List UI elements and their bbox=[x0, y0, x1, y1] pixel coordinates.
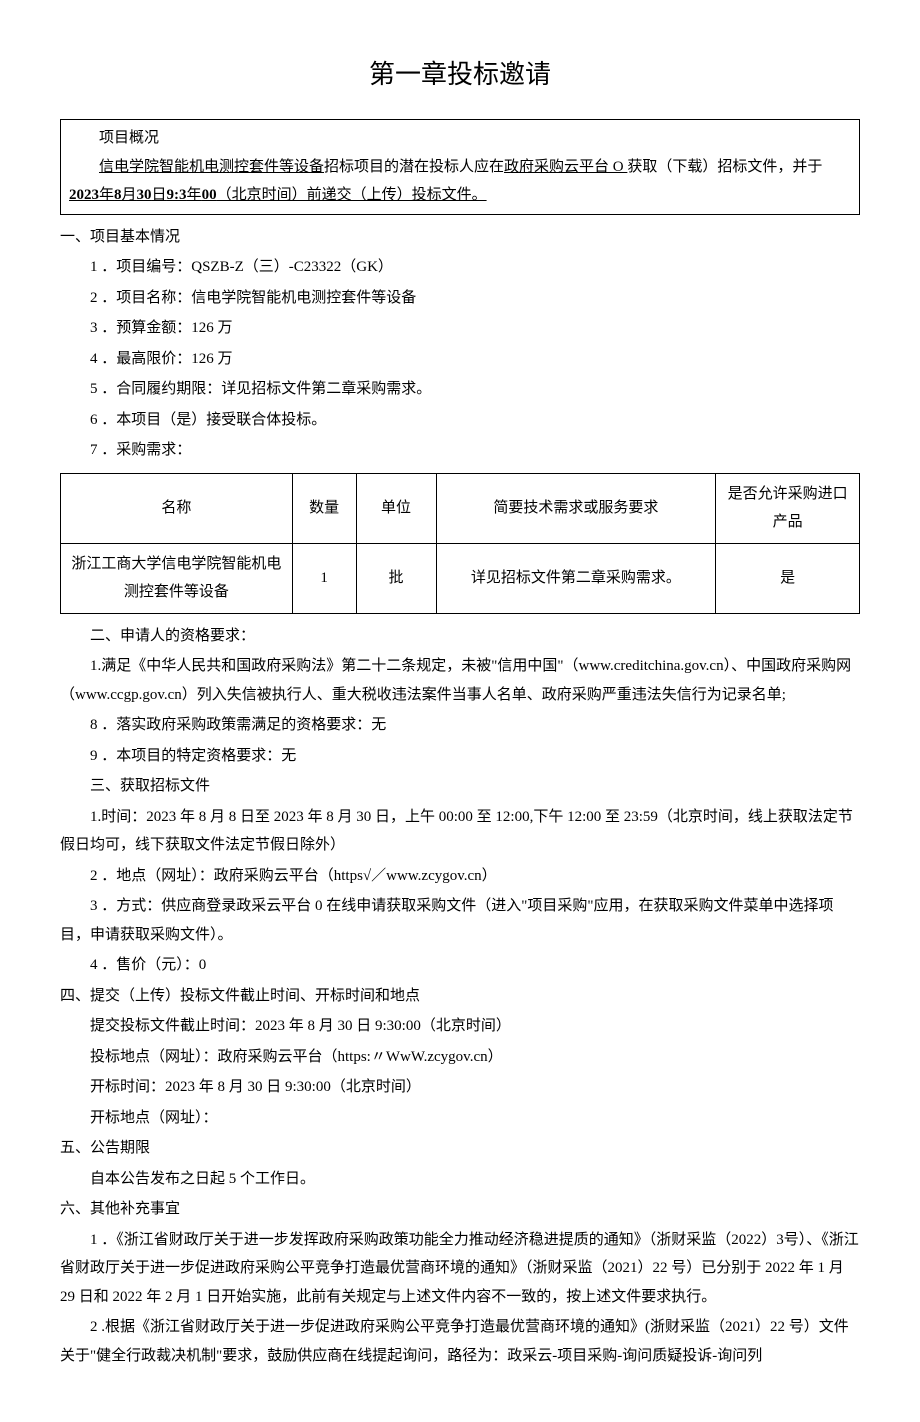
section6-heading: 六、其他补充事宜 bbox=[60, 1195, 860, 1224]
th-req: 简要技术需求或服务要求 bbox=[436, 473, 716, 543]
deadline-month: 8 bbox=[114, 187, 122, 203]
td-import: 是 bbox=[716, 543, 860, 613]
s4-line2: 投标地点（网址）：政府采购云平台（https:〃WwW.zcygov.cn） bbox=[60, 1043, 860, 1072]
overview-text: 信电学院智能机电测控套件等设备招标项目的潜在投标人应在政府采购云平台 O 获取（… bbox=[69, 153, 851, 210]
s6-item2: 2 .根据《浙江省财政厅关于进一步促进政府采购公平竞争打造最优营商环境的通知》(… bbox=[60, 1313, 860, 1370]
th-qty: 数量 bbox=[292, 473, 356, 543]
s3-item3: 3 ．方式：供应商登录政采云平台 0 在线申请获取采购文件（进入"项目采购"应用… bbox=[60, 892, 860, 949]
time-label: 年 bbox=[187, 187, 202, 203]
month-label: 月 bbox=[122, 187, 137, 203]
deadline-time: 9:3 bbox=[167, 187, 187, 203]
s3-item1: 1.时间：2023 年 8 月 8 日至 2023 年 8 月 30 日，上午 … bbox=[60, 803, 860, 860]
s3-item4: 4 ．售价（元）：0 bbox=[60, 951, 860, 980]
day-label: 日 bbox=[152, 187, 167, 203]
th-import: 是否允许采购进口产品 bbox=[716, 473, 860, 543]
td-qty: 1 bbox=[292, 543, 356, 613]
section3-heading: 三、获取招标文件 bbox=[60, 772, 860, 801]
s1-item7: 7 ．采购需求： bbox=[60, 436, 860, 465]
chapter-title: 第一章投标邀请 bbox=[60, 50, 860, 99]
project-name-underline: 信电学院智能机电测控套件等设备 bbox=[99, 159, 324, 175]
deadline-tz: （北京时间）前递交（上传）投标文件。 bbox=[217, 187, 487, 203]
s1-item1: 1 ．项目编号：QSZB-Z（三）-C23322（GK） bbox=[60, 253, 860, 282]
s4-line4: 开标地点（网址）： bbox=[60, 1104, 860, 1133]
s5-line1: 自本公告发布之日起 5 个工作日。 bbox=[60, 1165, 860, 1194]
s2-item8: 8 ．落实政府采购政策需满足的资格要求：无 bbox=[60, 711, 860, 740]
deadline-day: 30 bbox=[137, 187, 152, 203]
table-row: 浙江工商大学信电学院智能机电测控套件等设备 1 批 详见招标文件第二章采购需求。… bbox=[61, 543, 860, 613]
td-name: 浙江工商大学信电学院智能机电测控套件等设备 bbox=[61, 543, 293, 613]
s1-item4: 4 ．最高限价：126 万 bbox=[60, 345, 860, 374]
s4-line3: 开标时间：2023 年 8 月 30 日 9:30:00（北京时间） bbox=[60, 1073, 860, 1102]
s4-line1: 提交投标文件截止时间：2023 年 8 月 30 日 9:30:00（北京时间） bbox=[60, 1012, 860, 1041]
section2-heading: 二、申请人的资格要求： bbox=[60, 622, 860, 651]
s6-item1: 1 ．《浙江省财政厅关于进一步发挥政府采购政策功能全力推动经济稳进提质的通知》（… bbox=[60, 1226, 860, 1312]
s1-item6: 6 ．本项目（是）接受联合体投标。 bbox=[60, 406, 860, 435]
section4-heading: 四、提交（上传）投标文件截止时间、开标时间和地点 bbox=[60, 982, 860, 1011]
project-overview-box: 项目概况 信电学院智能机电测控套件等设备招标项目的潜在投标人应在政府采购云平台 … bbox=[60, 119, 860, 215]
overview-label: 项目概况 bbox=[69, 124, 851, 153]
s1-item5: 5 ．合同履约期限：详见招标文件第二章采购需求。 bbox=[60, 375, 860, 404]
s1-item3: 3 ．预算金额：126 万 bbox=[60, 314, 860, 343]
deadline-min: 00 bbox=[202, 187, 217, 203]
td-unit: 批 bbox=[356, 543, 436, 613]
th-name: 名称 bbox=[61, 473, 293, 543]
td-req: 详见招标文件第二章采购需求。 bbox=[436, 543, 716, 613]
s3-item2: 2 ．地点（网址）：政府采购云平台（https√／www.zcygov.cn） bbox=[60, 862, 860, 891]
s2-item1: 1.满足《中华人民共和国政府采购法》第二十二条规定，未被"信用中国"（www.c… bbox=[60, 652, 860, 709]
section5-heading: 五、公告期限 bbox=[60, 1134, 860, 1163]
year-label: 年 bbox=[99, 187, 114, 203]
requirement-table: 名称 数量 单位 简要技术需求或服务要求 是否允许采购进口产品 浙江工商大学信电… bbox=[60, 473, 860, 614]
s1-item2: 2 ．项目名称：信电学院智能机电测控套件等设备 bbox=[60, 284, 860, 313]
th-unit: 单位 bbox=[356, 473, 436, 543]
deadline-year: 2023 bbox=[69, 187, 99, 203]
overview-mid2: 获取（下载）招标文件，并于 bbox=[627, 159, 822, 175]
s2-item9: 9 ．本项目的特定资格要求：无 bbox=[60, 742, 860, 771]
table-header-row: 名称 数量 单位 简要技术需求或服务要求 是否允许采购进口产品 bbox=[61, 473, 860, 543]
section1-heading: 一、项目基本情况 bbox=[60, 223, 860, 252]
platform-underline: 政府采购云平台 O bbox=[504, 159, 627, 175]
overview-mid1: 招标项目的潜在投标人应在 bbox=[324, 159, 504, 175]
